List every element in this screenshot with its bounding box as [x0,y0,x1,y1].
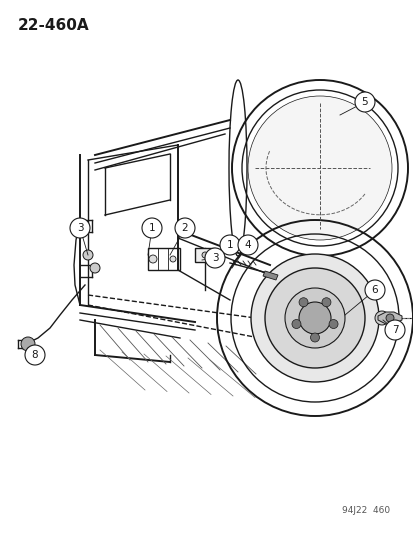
Text: 3: 3 [76,223,83,233]
Circle shape [310,333,319,342]
Circle shape [237,235,257,255]
Circle shape [384,320,404,340]
Circle shape [250,254,378,382]
Text: 94J22  460: 94J22 460 [341,506,389,515]
Circle shape [385,314,393,322]
Circle shape [219,235,240,255]
Circle shape [354,92,374,112]
Polygon shape [262,271,277,280]
Text: 1: 1 [148,223,155,233]
Circle shape [149,255,157,263]
Polygon shape [195,248,214,262]
Circle shape [284,288,344,348]
Circle shape [70,218,90,238]
Circle shape [291,319,300,328]
Circle shape [298,302,330,334]
Text: 8: 8 [32,350,38,360]
Text: 4: 4 [244,240,251,250]
Circle shape [264,268,364,368]
Circle shape [374,311,388,325]
Circle shape [247,96,391,240]
Circle shape [25,345,45,365]
Text: 6: 6 [371,285,377,295]
Polygon shape [377,312,401,324]
Circle shape [21,337,35,351]
Circle shape [204,248,224,268]
Circle shape [83,250,93,260]
Circle shape [142,218,161,238]
Circle shape [90,263,100,273]
Circle shape [175,218,195,238]
Circle shape [202,252,207,258]
Text: 5: 5 [361,97,368,107]
Text: 2: 2 [181,223,188,233]
Text: 1: 1 [226,240,233,250]
Circle shape [328,319,337,328]
Text: 3: 3 [211,253,218,263]
Circle shape [170,256,176,262]
Circle shape [298,298,307,306]
Circle shape [364,280,384,300]
Text: 22-460A: 22-460A [18,18,89,33]
Text: 7: 7 [391,325,397,335]
Circle shape [321,298,330,306]
